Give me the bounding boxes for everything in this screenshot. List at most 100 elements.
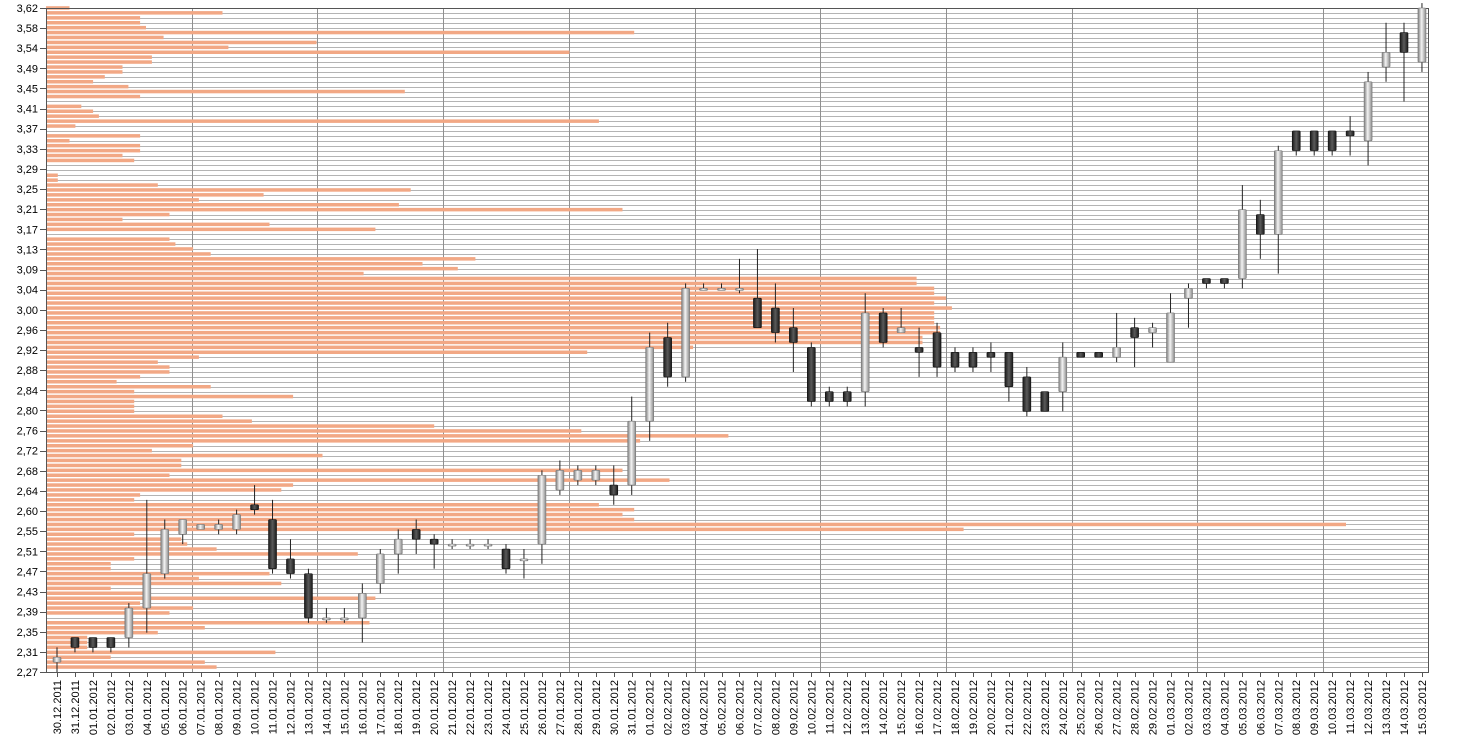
volume-profile-bar	[46, 325, 941, 330]
candle-down	[663, 337, 672, 378]
x-tick-label: 22.01.2012	[465, 680, 477, 735]
volume-profile-bar	[46, 473, 170, 477]
volume-profile-bar	[46, 227, 376, 232]
volume-profile-bar	[46, 429, 582, 433]
candle-down	[70, 637, 80, 648]
volume-profile-bar	[46, 630, 158, 635]
volume-profile-bar	[46, 655, 111, 659]
y-tick-label: 2,55	[17, 526, 38, 538]
x-tick-label: 24.01.2012	[501, 680, 513, 735]
volume-profile-bar	[46, 65, 123, 69]
volume-profile-bar	[46, 468, 623, 473]
x-tick-label: 07.01.2012	[196, 680, 208, 735]
candle-down	[807, 347, 816, 402]
x-tick-label: 04.01.2012	[142, 680, 154, 735]
y-tick-label: 2,43	[17, 587, 38, 599]
y-tick-label: 2,35	[17, 627, 38, 639]
x-tick-label: 05.01.2012	[160, 680, 172, 735]
candle-up	[1238, 209, 1247, 279]
x-tick-label: 22.02.2012	[1022, 680, 1034, 735]
candle-down	[753, 297, 762, 329]
candle-down	[250, 504, 259, 510]
candle-down	[878, 312, 888, 343]
candle-up	[142, 573, 152, 609]
volume-profile-bar	[46, 478, 670, 482]
volume-profile-bar	[46, 257, 476, 261]
x-tick-label: 06.03.2012	[1255, 680, 1267, 735]
volume-profile-bar	[46, 55, 152, 59]
x-tick-label: 03.01.2012	[124, 680, 136, 735]
candle-down	[501, 548, 511, 570]
volume-profile-bar	[46, 591, 146, 595]
x-tick-label: 07.03.2012	[1273, 680, 1285, 735]
candle-up	[1417, 7, 1427, 63]
x-tick-label: 16.02.2012	[914, 680, 926, 735]
x-tick-label: 25.02.2012	[1076, 680, 1088, 735]
y-tick-label: 2,92	[17, 345, 38, 357]
volume-profile-bar	[46, 389, 135, 394]
volume-profile-bar	[46, 370, 170, 374]
candle-up	[717, 288, 726, 291]
x-tick-label: 10.02.2012	[806, 680, 818, 735]
volume-profile-bar	[46, 207, 623, 212]
x-tick-label: 16.01.2012	[357, 680, 369, 735]
y-axis-ticks: 3,62 3,58 3,54 3,49 3,45 3,41 3,37 3,33 3,29 3,25…	[17, 3, 46, 679]
volume-profile-bar	[46, 330, 941, 335]
volume-profile-bar	[46, 94, 141, 99]
candle-down	[106, 637, 116, 648]
x-tick-label: 03.02.2012	[681, 680, 693, 735]
x-tick-label: 06.01.2012	[178, 680, 190, 735]
volume-profile-bar	[46, 134, 141, 138]
volume-profile-bar	[46, 50, 570, 54]
x-tick-label: 21.02.2012	[1004, 680, 1016, 735]
x-tick-label: 18.02.2012	[950, 680, 962, 735]
volume-profile-bar	[46, 404, 135, 409]
volume-profile-bar	[46, 6, 70, 10]
candle-up	[160, 529, 170, 574]
x-tick-label: 05.03.2012	[1237, 680, 1249, 735]
x-tick-label: 10.03.2012	[1327, 680, 1339, 735]
volume-profile-bar	[46, 296, 946, 300]
x-tick-label: 14.03.2012	[1399, 680, 1411, 735]
candle-down	[88, 637, 98, 648]
x-tick-label: 02.01.2012	[106, 680, 118, 735]
y-tick-label: 2,60	[17, 506, 38, 518]
candle-up	[196, 524, 205, 530]
volume-profile-bar	[46, 414, 223, 418]
volume-profile-bar	[46, 173, 58, 177]
volume-profile-bar	[46, 316, 935, 320]
volume-profile-bar	[46, 399, 135, 404]
volume-profile-bar	[46, 360, 158, 364]
plot-frame	[46, 8, 1429, 673]
volume-profile-bar	[46, 621, 370, 625]
x-tick-label: 28.01.2012	[573, 680, 585, 735]
volume-profile-bar	[46, 114, 99, 118]
y-tick-label: 3,37	[17, 124, 38, 136]
volume-profile-bar	[46, 335, 923, 340]
x-tick-label: 20.02.2012	[986, 680, 998, 735]
x-tick-label: 05.02.2012	[717, 680, 729, 735]
x-tick-label: 12.02.2012	[842, 680, 854, 735]
plot-border	[46, 8, 1429, 673]
volume-profile-bar	[46, 424, 435, 428]
x-tick-label: 19.02.2012	[968, 680, 980, 735]
candle-up	[447, 543, 457, 547]
x-tick-label: 23.01.2012	[483, 680, 495, 735]
volume-profile-bar	[46, 35, 164, 40]
x-tick-label: 27.02.2012	[1112, 680, 1124, 735]
volume-profile-bar	[46, 557, 135, 561]
x-tick-label: 26.01.2012	[537, 680, 549, 735]
x-tick-label: 15.02.2012	[896, 680, 908, 735]
x-tick-label: 13.02.2012	[860, 680, 872, 735]
volume-profile-bar	[46, 16, 141, 20]
candle-down	[914, 347, 924, 353]
candle-up	[627, 420, 637, 486]
x-tick-label: 23.02.2012	[1040, 680, 1052, 735]
y-tick-label: 2,76	[17, 426, 38, 438]
candle-up	[591, 470, 601, 481]
volume-profile-bar	[46, 532, 135, 536]
y-tick-label: 3,09	[17, 265, 38, 277]
volume-profile-bar	[46, 365, 170, 369]
volume-profile-bar	[46, 581, 282, 586]
x-tick-label: 12.03.2012	[1363, 680, 1375, 735]
